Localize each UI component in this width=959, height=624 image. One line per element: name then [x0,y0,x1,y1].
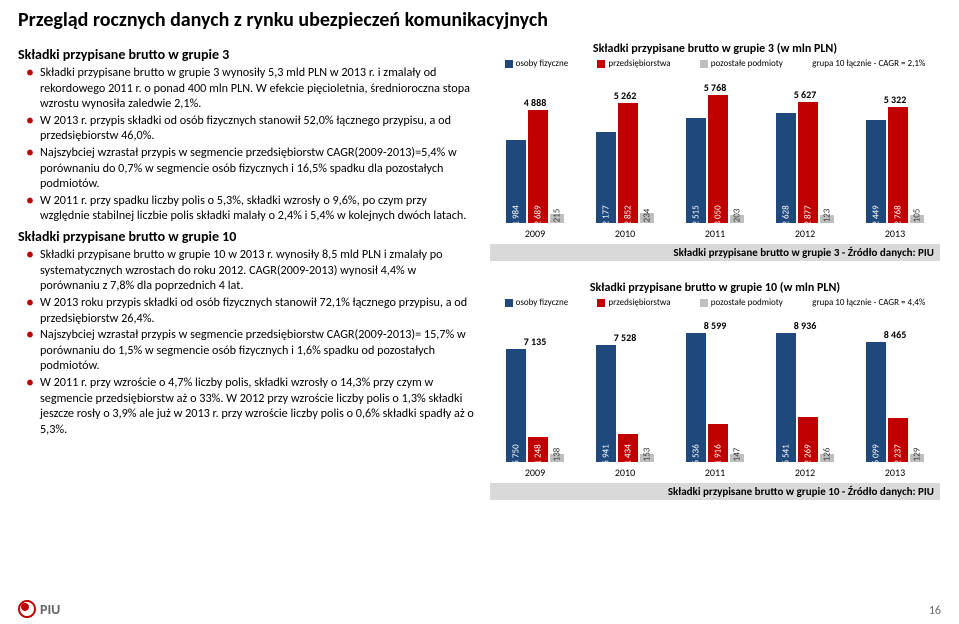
year-group: 8 465 6 099 2 237 129 [866,342,924,462]
chart-title: Składki przypisane brutto w grupie 3 (w … [490,42,940,56]
bar-value: 2 515 [691,205,702,225]
bar-value: 1 434 [623,444,634,464]
chart-title: Składki przypisane brutto w grupie 10 (w… [490,281,940,295]
bar-value: 3 050 [713,205,724,225]
chart-source: Składki przypisane brutto w grupie 3 - Ź… [490,244,940,261]
bullet: Składki przypisane brutto w grupie 3 wyn… [30,65,478,112]
total-label: 4 888 [524,96,547,109]
bar-value: 2 449 [871,205,882,225]
total-label: 5 322 [884,93,907,106]
bar-value: 147 [732,448,743,462]
bar-value: 203 [732,209,743,223]
bar-value: 6 099 [871,444,882,464]
bar-value: 2 237 [893,444,904,464]
year-group: 7 528 5 941 1 434 153 [596,345,654,462]
total-label: 5 627 [794,88,817,101]
chart-legend: osoby fizyczne przedsiębiorstwa pozostał… [490,297,940,308]
year-group: 8 936 6 541 2 269 126 [776,333,834,462]
bar-value: 2 689 [533,205,544,225]
bar-value: 126 [822,448,833,462]
bullet: W 2013 r. przypis składki od osób fizycz… [30,113,478,144]
section2-head: Składki przypisane brutto w grupie 10 [18,228,478,245]
year-label: 2011 [705,227,725,240]
bar-value: 2 269 [803,444,814,464]
year-label: 2010 [615,227,635,240]
bullet: Składki przypisane brutto w grupie 10 w … [30,247,478,294]
bar-value: 6 536 [691,444,702,464]
bar-value: 1 248 [533,444,544,464]
total-label: 8 465 [884,328,907,341]
bar-value: 2 852 [623,205,634,225]
bar-value: 5 941 [601,444,612,464]
year-label: 2011 [705,466,725,479]
bar-value: 2 768 [893,205,904,225]
bar-value: 138 [552,448,563,462]
total-label: 8 599 [704,319,727,332]
bullet: W 2011 r. przy wzroście o 4,7% liczby po… [30,375,478,437]
bar-value: 6 541 [781,444,792,464]
year-label: 2012 [795,466,815,479]
year-label: 2013 [885,466,905,479]
bullet: Najszybciej wzrastał przypis w segmencie… [30,327,478,374]
year-label: 2012 [795,227,815,240]
chart-area: 7 135 5 750 1 248 138 7 528 5 941 1 434 … [490,312,940,462]
left-column: Składki przypisane brutto w grupie 3 Skł… [18,42,478,520]
x-axis: 2009 2010 2011 2012 2013 [490,227,940,240]
bar-value: 105 [912,209,923,223]
chart1: Składki przypisane brutto w grupie 3 (w … [490,42,940,261]
year-group: 7 135 5 750 1 248 138 [506,349,564,462]
year-group: 4 888 1 984 2 689 215 [506,110,564,223]
bullet: W 2011 r. przy spadku liczby polis o 5,3… [30,193,478,224]
chart-area: 4 888 1 984 2 689 215 5 262 2 177 2 852 … [490,73,940,223]
year-group: 5 322 2 449 2 768 105 [866,107,924,223]
year-label: 2010 [615,466,635,479]
year-label: 2013 [885,227,905,240]
right-column: Składki przypisane brutto w grupie 3 (w … [490,42,940,520]
page-title: Przegląd rocznych danych z rynku ubezpie… [18,8,941,32]
bullet: W 2013 roku przypis składki od osób fizy… [30,295,478,326]
year-group: 5 768 2 515 3 050 203 [686,95,744,223]
year-group: 5 627 2 628 2 877 123 [776,102,834,223]
page-number: 16 [929,604,941,618]
total-label: 8 936 [794,319,817,332]
bar-value: 153 [642,448,653,462]
bullet: Najszybciej wzrastał przypis w segmencie… [30,145,478,192]
total-label: 7 135 [524,335,547,348]
bar-value: 129 [912,448,923,462]
total-label: 5 262 [614,89,637,102]
chart-legend: osoby fizyczne przedsiębiorstwa pozostał… [490,58,940,69]
year-label: 2009 [525,227,545,240]
total-label: 5 768 [704,81,727,94]
chart2: Składki przypisane brutto w grupie 10 (w… [490,281,940,500]
total-label: 7 528 [614,331,637,344]
bar-value: 234 [642,209,653,223]
logo-text: PIU [40,601,60,618]
logo-icon [18,600,36,618]
bar-value: 5 750 [511,444,522,464]
x-axis: 2009 2010 2011 2012 2013 [490,466,940,479]
bar-value: 2 177 [601,205,612,225]
chart-source: Składki przypisane brutto w grupie 10 - … [490,483,940,500]
bar-value: 1 916 [713,444,724,464]
bar-value: 1 984 [511,205,522,225]
bar-value: 215 [552,209,563,223]
section1-head: Składki przypisane brutto w grupie 3 [18,46,478,63]
year-label: 2009 [525,466,545,479]
bar-value: 123 [822,209,833,223]
bar-value: 2 877 [803,205,814,225]
bar-value: 2 628 [781,205,792,225]
year-group: 5 262 2 177 2 852 234 [596,103,654,223]
year-group: 8 599 6 536 1 916 147 [686,333,744,462]
logo: PIU [18,600,60,618]
